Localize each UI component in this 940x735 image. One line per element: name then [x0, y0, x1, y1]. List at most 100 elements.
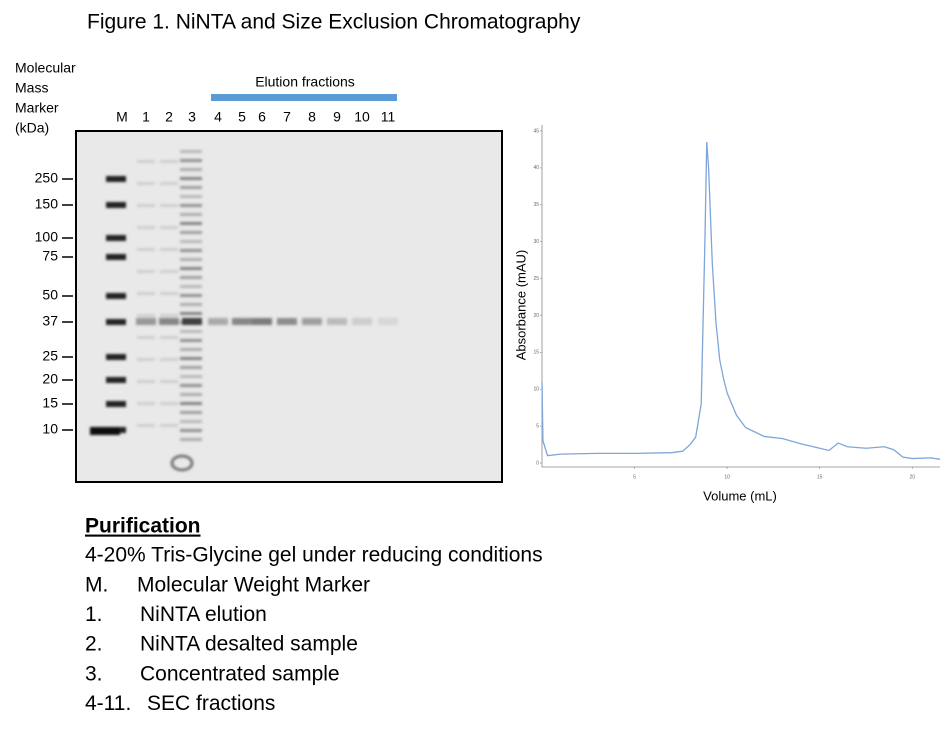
gel-band	[180, 402, 202, 405]
marker-label: 20	[42, 371, 58, 387]
y-tick-label: 35	[533, 202, 539, 208]
item-label: 2.	[85, 633, 103, 656]
gel-band	[137, 424, 155, 427]
item-text: NiNTA desalted sample	[140, 633, 358, 656]
gel-band	[180, 339, 202, 342]
gel-band	[180, 312, 202, 315]
gel-band	[137, 402, 155, 405]
gel-band	[160, 314, 178, 317]
gel-band	[160, 248, 178, 251]
chromatogram-line	[541, 142, 940, 460]
gel-band	[159, 318, 179, 325]
marker-label: 100	[35, 229, 59, 245]
gel-band	[160, 380, 178, 383]
x-tick-label: 20	[909, 474, 915, 480]
y-tick-label: 15	[533, 350, 539, 356]
gel-band	[180, 285, 202, 288]
y-tick-label: 45	[533, 128, 539, 134]
y-axis-title: Absorbance (mAU)	[513, 250, 528, 361]
marker-title: Marker	[15, 100, 59, 116]
gel-band	[106, 176, 126, 182]
gel-band	[137, 226, 155, 229]
gel-band	[180, 267, 202, 270]
lane-label: 6	[258, 109, 266, 125]
lane-label: 9	[333, 109, 341, 125]
gel-band	[137, 160, 155, 163]
item-label: M.	[85, 574, 108, 597]
gel	[75, 130, 503, 483]
gel-band	[160, 358, 178, 361]
gel-band	[277, 318, 297, 325]
figure-title: Figure 1. NiNTA and Size Exclusion Chrom…	[87, 11, 581, 34]
marker-title: Molecular	[15, 60, 76, 76]
marker-label: 150	[35, 196, 59, 212]
gel-band	[106, 202, 126, 208]
gel-band	[180, 411, 202, 414]
item-label: 4-11.	[85, 692, 131, 715]
y-tick-label: 30	[533, 239, 539, 245]
gel-band	[106, 254, 126, 260]
gel-band	[160, 226, 178, 229]
marker-label: 10	[42, 421, 58, 437]
gel-band	[180, 384, 202, 387]
gel-band	[180, 222, 202, 225]
gel-band	[180, 186, 202, 189]
x-tick-label: 15	[817, 474, 823, 480]
lane-label: 2	[165, 109, 173, 125]
item-text: Concentrated sample	[140, 662, 340, 685]
gel-band	[180, 438, 202, 441]
gel-band	[252, 318, 272, 325]
gel-band	[180, 150, 202, 153]
gel-band	[180, 258, 202, 261]
gel-band	[90, 427, 120, 435]
gel-band	[180, 420, 202, 423]
marker-label: 75	[42, 248, 58, 264]
lane-label: 4	[214, 109, 222, 125]
gel-band	[137, 270, 155, 273]
y-tick-label: 20	[533, 313, 539, 319]
elution-label: Elution fractions	[255, 74, 355, 90]
gel-band	[180, 276, 202, 279]
x-tick-label: 10	[724, 474, 730, 480]
gel-band	[160, 402, 178, 405]
gel-band	[180, 231, 202, 234]
gel-well	[170, 454, 194, 472]
lane-label: 1	[142, 109, 150, 125]
gel-band	[180, 294, 202, 297]
gel-band	[180, 177, 202, 180]
item-text: SEC fractions	[147, 692, 275, 715]
elution-bar	[211, 94, 397, 101]
gel-band	[137, 380, 155, 383]
y-tick-label: 40	[533, 165, 539, 171]
x-axis-title: Volume (mL)	[703, 488, 777, 503]
lane-label: 8	[308, 109, 316, 125]
gel-band	[180, 429, 202, 432]
gel-band	[180, 321, 202, 324]
y-tick-label: 25	[533, 276, 539, 282]
marker-label: 37	[42, 313, 58, 329]
gel-band	[106, 377, 126, 383]
gel-band	[137, 204, 155, 207]
gel-band	[180, 393, 202, 396]
gel-band	[180, 168, 202, 171]
lane-label: 3	[188, 109, 196, 125]
gel-band	[136, 318, 156, 325]
gel-band	[137, 292, 155, 295]
gel-band	[160, 336, 178, 339]
gel-band	[352, 318, 372, 325]
y-tick-label: 10	[533, 387, 539, 393]
gel-band	[137, 182, 155, 185]
lane-label: M	[116, 109, 128, 125]
gel-band	[180, 375, 202, 378]
y-tick-label: 0	[536, 460, 539, 466]
gel-band	[180, 213, 202, 216]
marker-label: 15	[42, 395, 58, 411]
gel-band	[160, 292, 178, 295]
gel-band	[180, 240, 202, 243]
gel-band	[160, 160, 178, 163]
gel-band	[106, 319, 126, 325]
y-tick-label: 5	[536, 423, 539, 429]
lane-label: 10	[354, 109, 370, 125]
purification-heading: Purification	[85, 515, 201, 538]
